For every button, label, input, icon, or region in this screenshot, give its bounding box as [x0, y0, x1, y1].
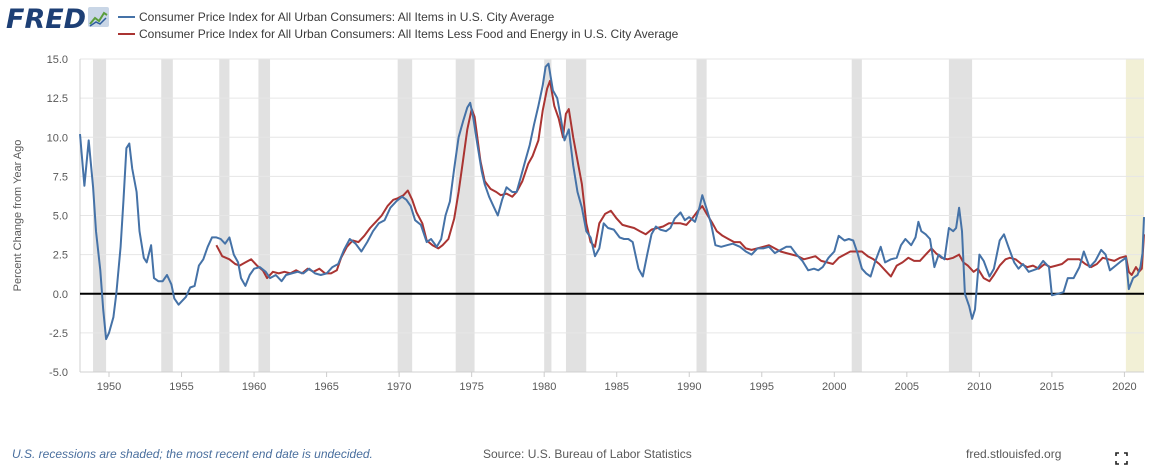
x-tick-label: 1955	[169, 381, 193, 393]
x-tick-label: 2015	[1040, 381, 1064, 393]
x-tick-label: 1995	[750, 381, 774, 393]
legend-label-cpi: Consumer Price Index for All Urban Consu…	[139, 10, 555, 24]
legend: Consumer Price Index for All Urban Consu…	[118, 10, 679, 41]
y-tick-label: 15.0	[47, 54, 68, 66]
x-tick-label: 2000	[822, 381, 846, 393]
x-tick-label: 1980	[532, 381, 556, 393]
series-line-core	[215, 79, 1145, 283]
y-axis-ticks: -5.0 -2.5 0.0 2.5 5.0 7.5 10.0 12.5 15.0	[47, 54, 68, 379]
x-tick-label: 1960	[242, 381, 266, 393]
fred-logo-text: FRED	[6, 4, 86, 35]
source-text: Source: U.S. Bureau of Labor Statistics	[483, 447, 692, 461]
x-tick-label: 2010	[967, 381, 991, 393]
y-tick-label: -2.5	[49, 328, 68, 340]
x-tick-label: 1970	[387, 381, 411, 393]
fred-logo[interactable]: FRED	[6, 4, 109, 35]
y-tick-label: 2.5	[53, 250, 68, 262]
x-tick-label: 1985	[604, 381, 628, 393]
y-tick-label: 12.5	[47, 93, 68, 105]
y-tick-label: 5.0	[53, 211, 68, 223]
site-link[interactable]: fred.stlouisfed.org	[966, 447, 1061, 461]
x-tick-label: 2005	[895, 381, 919, 393]
y-tick-label: 10.0	[47, 132, 68, 144]
fullscreen-icon[interactable]	[1110, 450, 1130, 470]
recession-note: U.S. recessions are shaded; the most rec…	[12, 447, 373, 461]
y-tick-label: 7.5	[53, 171, 68, 183]
y-axis-title: Percent Change from Year Ago	[12, 140, 24, 292]
x-axis-ticks: 1950 1955 1960 1965 1970 1975 1980 1985 1990 1995…	[97, 372, 1137, 393]
legend-label-core: Consumer Price Index for All Urban Consu…	[139, 27, 679, 41]
fred-graph-icon	[88, 7, 109, 27]
x-tick-label: 1965	[314, 381, 338, 393]
x-tick-label: 2020	[1112, 381, 1136, 393]
gridlines	[79, 58, 1144, 373]
x-tick-label: 1950	[97, 381, 121, 393]
series-line-cpi	[79, 62, 1145, 341]
series-lines	[79, 62, 1145, 341]
y-tick-label: -5.0	[49, 367, 68, 379]
y-tick-label: 0.0	[53, 289, 68, 301]
x-tick-label: 1975	[459, 381, 483, 393]
x-tick-label: 1990	[677, 381, 701, 393]
plot-area: -5.0-2.50.02.55.07.510.012.515.0 1950 195…	[47, 54, 1145, 393]
